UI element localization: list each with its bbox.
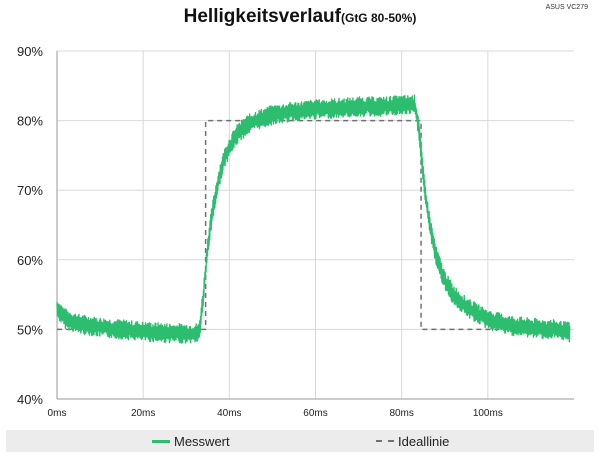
legend-swatch-messwert bbox=[152, 439, 170, 443]
x-tick-label: 60ms bbox=[303, 408, 327, 419]
monitor-model-label: ASUS VC279 bbox=[545, 4, 588, 11]
legend-item-messwert: Messwert bbox=[152, 433, 230, 449]
y-tick-label: 50% bbox=[17, 322, 43, 337]
x-tick-label: 40ms bbox=[217, 408, 241, 419]
series-line-messwert bbox=[56, 94, 571, 344]
y-tick-label: 90% bbox=[17, 44, 43, 59]
chart-subtitle: (GtG 80-50%) bbox=[340, 11, 417, 25]
x-tick-label: 100ms bbox=[473, 408, 503, 419]
x-tick-label: 0ms bbox=[48, 408, 67, 419]
series-line-ideallinie bbox=[57, 119, 570, 331]
legend-swatch-ideallinie bbox=[376, 440, 394, 442]
legend-label-messwert: Messwert bbox=[174, 433, 230, 449]
chart-title-text: Helligkeitsverlauf bbox=[183, 6, 341, 27]
y-tick-label: 80% bbox=[17, 114, 43, 129]
x-tick-label: 80ms bbox=[389, 408, 413, 419]
y-tick-label: 40% bbox=[17, 392, 43, 407]
x-tick-label: 20ms bbox=[131, 408, 155, 419]
y-tick-label: 60% bbox=[17, 253, 43, 268]
y-tick-label: 70% bbox=[17, 183, 43, 198]
chart-title: Helligkeitsverlauf(GtG 80-50%) bbox=[0, 6, 600, 28]
legend: Messwert Ideallinie bbox=[6, 430, 594, 452]
legend-label-ideallinie: Ideallinie bbox=[398, 433, 450, 449]
legend-item-ideallinie: Ideallinie bbox=[376, 433, 449, 449]
